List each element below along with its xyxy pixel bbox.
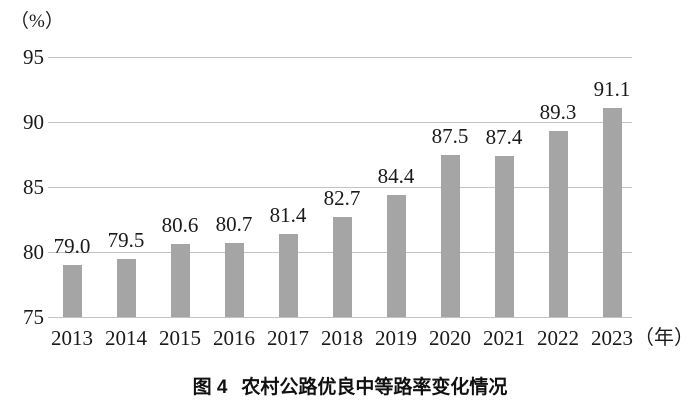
bar-2017 xyxy=(278,233,298,317)
x-tick-label-2013: 2013 xyxy=(51,326,93,350)
bar-2020 xyxy=(440,154,460,317)
bar-value-label-2019: 84.4 xyxy=(377,163,415,188)
y-tick-label-75: 75 xyxy=(23,305,44,329)
chart-caption: 图 4 农村公路优良中等路率变化情况 xyxy=(0,372,700,399)
x-tick-label-2017: 2017 xyxy=(267,326,309,350)
gridline-90 xyxy=(48,122,632,123)
y-axis-unit-label: （%） xyxy=(10,11,64,32)
bar-2018 xyxy=(332,216,352,317)
x-tick-label-2023: 2023 xyxy=(591,326,633,350)
x-tick-label-2019: 2019 xyxy=(375,326,417,350)
bar-value-label-2017: 81.4 xyxy=(269,202,307,227)
y-tick-label-85: 85 xyxy=(23,175,44,199)
gridline-85 xyxy=(48,187,632,188)
x-axis-unit-label: （年） xyxy=(634,327,694,349)
caption-title-text: 农村公路优良中等路率变化情况 xyxy=(241,377,508,398)
y-tick-label-95: 95 xyxy=(23,45,44,69)
bar-value-label-2014: 79.5 xyxy=(107,227,145,252)
gridline-95 xyxy=(48,57,632,58)
bar-value-label-2023: 91.1 xyxy=(593,76,631,101)
bar-2016 xyxy=(224,242,244,317)
x-tick-label-2018: 2018 xyxy=(321,326,363,350)
bar-2019 xyxy=(386,194,406,317)
bar-value-label-2022: 89.3 xyxy=(539,100,577,125)
x-tick-label-2015: 2015 xyxy=(159,326,201,350)
bar-value-label-2021: 87.4 xyxy=(485,124,523,149)
bar-2021 xyxy=(494,155,514,317)
bar-2013 xyxy=(62,265,82,317)
y-tick-label-80: 80 xyxy=(23,240,44,264)
y-tick-label-90: 90 xyxy=(23,110,44,134)
bar-value-label-2020: 87.5 xyxy=(431,123,469,148)
gridline-75 xyxy=(48,317,632,318)
bar-2023 xyxy=(602,107,622,317)
x-tick-label-2022: 2022 xyxy=(537,326,579,350)
bar-value-label-2015: 80.6 xyxy=(161,213,199,238)
x-tick-label-2014: 2014 xyxy=(105,326,147,350)
bar-2022 xyxy=(548,131,568,317)
bar-2015 xyxy=(170,244,190,317)
bar-value-label-2013: 79.0 xyxy=(53,234,91,258)
x-tick-label-2020: 2020 xyxy=(429,326,471,350)
bar-value-label-2016: 80.7 xyxy=(215,211,253,236)
bar-value-label-2018: 82.7 xyxy=(323,185,361,210)
caption-figure-number: 图 4 xyxy=(192,377,228,398)
bar-2014 xyxy=(116,258,136,317)
x-tick-label-2016: 2016 xyxy=(213,326,255,350)
x-tick-label-2021: 2021 xyxy=(483,326,525,350)
